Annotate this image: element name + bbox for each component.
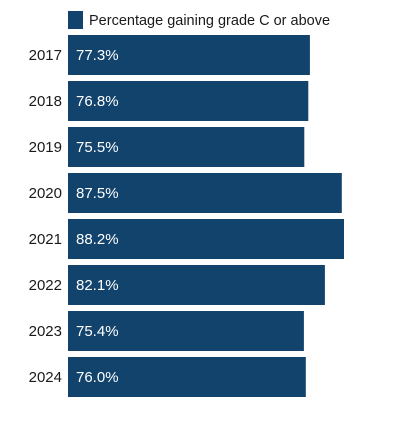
category-label-2023: 2023 [29, 323, 62, 340]
category-label-2022: 2022 [29, 277, 62, 294]
bar-2022 [68, 265, 325, 305]
value-label-2021: 88.2% [76, 231, 119, 248]
bar-2018 [68, 81, 309, 121]
value-label-2023: 75.4% [76, 323, 119, 340]
bar-2024 [68, 357, 306, 397]
legend: Percentage gaining grade C or above [68, 11, 330, 29]
category-label-2018: 2018 [29, 93, 62, 110]
category-label-2020: 2020 [29, 185, 62, 202]
bar-2017 [68, 35, 310, 75]
bars: 2017 77.3% 2018 76.8% 2019 75.5% 2020 87.5% 2021… [29, 35, 344, 397]
category-label-2019: 2019 [29, 139, 62, 156]
category-label-2017: 2017 [29, 47, 62, 64]
legend-swatch [68, 11, 83, 29]
legend-label: Percentage gaining grade C or above [89, 13, 330, 29]
bar-2023 [68, 311, 304, 351]
category-label-2024: 2024 [29, 369, 62, 386]
value-label-2018: 76.8% [76, 93, 119, 110]
value-label-2020: 87.5% [76, 185, 119, 202]
category-label-2021: 2021 [29, 231, 62, 248]
value-label-2022: 82.1% [76, 277, 119, 294]
value-label-2019: 75.5% [76, 139, 119, 156]
bar-2019 [68, 127, 305, 167]
bar-2021 [68, 219, 344, 259]
value-label-2024: 76.0% [76, 369, 119, 386]
bar-2020 [68, 173, 342, 213]
value-label-2017: 77.3% [76, 47, 119, 64]
